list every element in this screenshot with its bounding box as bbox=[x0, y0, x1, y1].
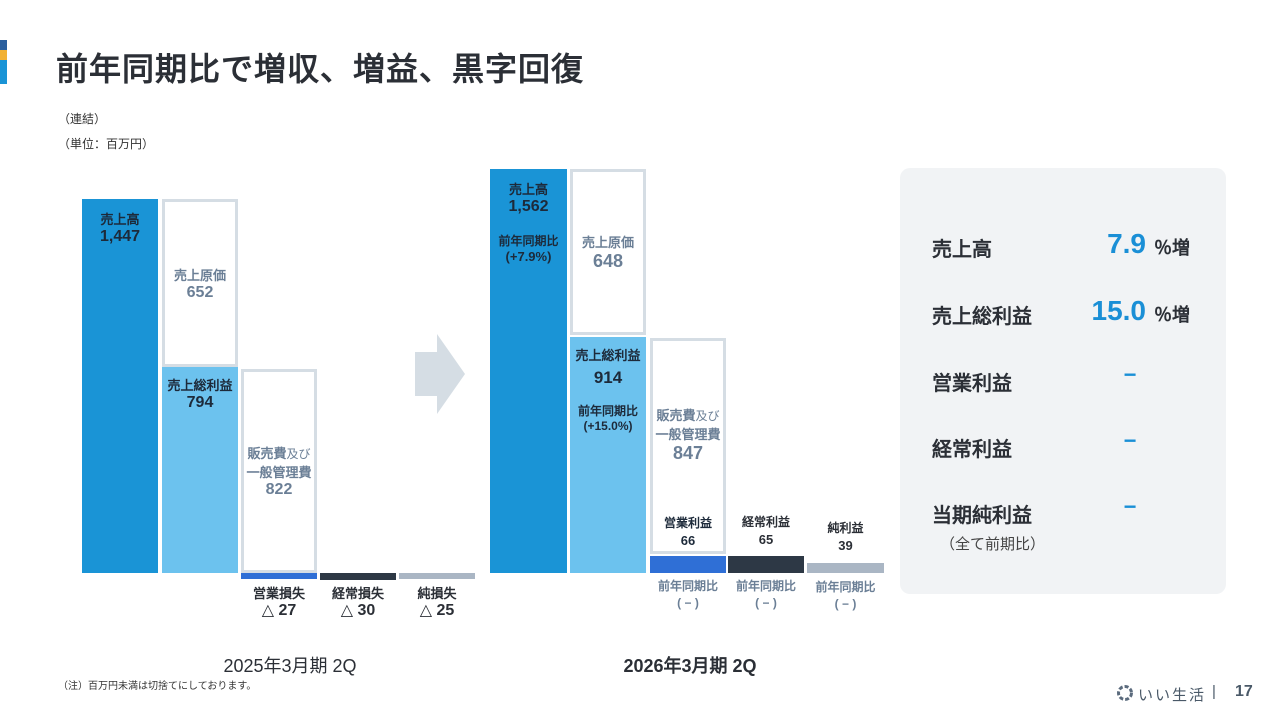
right-sales-bar: 売上高 1,562 前年同期比 (+7.9%) bbox=[490, 169, 567, 573]
left-sga-bar: 販売費及び 一般管理費 822 bbox=[241, 369, 317, 573]
left-ordinary-label: 経常損失 bbox=[331, 586, 384, 601]
right-op-label: 営業利益 bbox=[663, 516, 712, 530]
summary-panel: 売上高 7.9 ％増 売上総利益 15.0 ％増 営業利益 − 経常利益 − 当… bbox=[900, 168, 1226, 594]
left-gross-value: 794 bbox=[186, 394, 214, 411]
right-cost-label: 売上原価 bbox=[581, 235, 634, 250]
brand-logo-icon bbox=[1117, 685, 1133, 701]
left-net-value: △ 25 bbox=[419, 602, 455, 619]
left-sales-bar: 売上高 1,447 bbox=[82, 199, 158, 573]
panel-label-gross: 売上総利益 bbox=[932, 306, 1032, 328]
left-ordinary-value: △ 30 bbox=[340, 602, 376, 619]
right-period-label: 2026年3月期 2Q bbox=[623, 656, 757, 676]
brand-name: いい生活 bbox=[1138, 687, 1207, 704]
right-sga-label2: 一般管理費 bbox=[655, 427, 721, 442]
panel-label-op: 営業利益 bbox=[932, 373, 1012, 395]
accent-bar-mid bbox=[0, 50, 7, 60]
left-net-bar bbox=[399, 573, 475, 579]
right-sales-yoy-label: 前年同期比 bbox=[498, 234, 559, 248]
right-gross-label: 売上総利益 bbox=[575, 348, 641, 363]
left-period-label: 2025年3月期 2Q bbox=[223, 656, 357, 676]
right-ordinary-yoy: ( − ) bbox=[755, 596, 777, 610]
right-gross-bar: 売上総利益 914 前年同期比 (+15.0%) bbox=[570, 337, 646, 573]
page-number: 17 bbox=[1235, 683, 1253, 700]
panel-label-net: 当期純利益 bbox=[932, 505, 1032, 527]
accent-bar-top bbox=[0, 40, 7, 50]
right-op-yoy-label: 前年同期比 bbox=[657, 579, 718, 593]
right-gross-value: 914 bbox=[593, 368, 623, 387]
right-cost-bar: 売上原価 648 bbox=[570, 169, 646, 335]
panel-label-sales: 売上高 bbox=[932, 239, 992, 261]
right-sales-value: 1,562 bbox=[508, 198, 549, 215]
left-sga-label1: 販売費 bbox=[247, 446, 287, 461]
arrow-right-icon bbox=[415, 334, 465, 414]
right-sales-yoy: (+7.9%) bbox=[505, 249, 552, 264]
unit-note: （単位：百万円） bbox=[58, 137, 155, 151]
right-net-label: 純利益 bbox=[827, 521, 864, 535]
right-op-yoy: ( − ) bbox=[677, 596, 699, 610]
right-gross-yoy: (+15.0%) bbox=[583, 419, 633, 433]
panel-value-ordinary: − bbox=[1123, 428, 1137, 453]
left-cost-value: 652 bbox=[186, 283, 214, 301]
right-op-value: 66 bbox=[680, 533, 696, 548]
panel-unit-sales: ％増 bbox=[1154, 238, 1190, 258]
left-sga-label2: 一般管理費 bbox=[246, 465, 312, 480]
right-sga-value: 847 bbox=[672, 443, 704, 463]
left-sales-label: 売上高 bbox=[100, 212, 140, 227]
panel-value-net: − bbox=[1123, 494, 1137, 519]
panel-value-op: − bbox=[1123, 362, 1137, 387]
page-title: 前年同期比で増収、増益、黒字回復 bbox=[56, 51, 585, 87]
right-cost-value: 648 bbox=[592, 251, 624, 271]
right-net-yoy: ( − ) bbox=[834, 597, 857, 611]
right-net-yoy-label: 前年同期比 bbox=[815, 580, 876, 594]
left-gross-bar: 売上総利益 794 bbox=[162, 367, 238, 573]
right-op-bar bbox=[650, 556, 726, 573]
panel-note: （全て前期比） bbox=[940, 536, 1046, 553]
right-ordinary-label: 経常利益 bbox=[741, 515, 790, 529]
right-net-value: 39 bbox=[838, 538, 853, 553]
left-cost-bar: 売上原価 652 bbox=[162, 199, 238, 367]
right-gross-yoy-label: 前年同期比 bbox=[577, 404, 638, 418]
panel-unit-gross: ％増 bbox=[1154, 305, 1190, 325]
right-ordinary-yoy-label: 前年同期比 bbox=[735, 579, 796, 593]
accent-bar-bottom bbox=[0, 60, 7, 84]
right-ordinary-value: 65 bbox=[758, 532, 774, 547]
left-gross-label: 売上総利益 bbox=[167, 378, 233, 393]
left-ordinary-bar bbox=[320, 573, 396, 580]
footer-separator: | bbox=[1212, 683, 1216, 700]
right-sales-label: 売上高 bbox=[508, 182, 548, 197]
left-op-value: △ 27 bbox=[261, 602, 297, 619]
right-sga-bar: 販売費及び 一般管理費 847 bbox=[650, 338, 726, 554]
left-sga-label-small: 及び bbox=[286, 447, 311, 461]
left-op-label: 営業損失 bbox=[252, 586, 305, 601]
panel-value-sales: 7.9 bbox=[1107, 228, 1146, 259]
left-sales-value: 1,447 bbox=[99, 228, 141, 245]
left-op-bar bbox=[241, 573, 317, 579]
right-sga-label-small: 及び bbox=[695, 409, 720, 423]
right-sga-label1: 販売費 bbox=[656, 408, 696, 423]
left-sga-value: 822 bbox=[265, 481, 293, 498]
consolidated-note: （連結） bbox=[58, 112, 107, 126]
left-net-label: 純損失 bbox=[417, 586, 457, 601]
panel-value-gross: 15.0 bbox=[1091, 295, 1147, 326]
left-cost-label: 売上原価 bbox=[173, 267, 226, 283]
panel-label-ordinary: 経常利益 bbox=[932, 439, 1012, 461]
right-ordinary-bar bbox=[728, 556, 804, 573]
footnote: （注）百万円未満は切捨てにしております。 bbox=[58, 681, 257, 692]
right-net-bar bbox=[807, 563, 884, 573]
